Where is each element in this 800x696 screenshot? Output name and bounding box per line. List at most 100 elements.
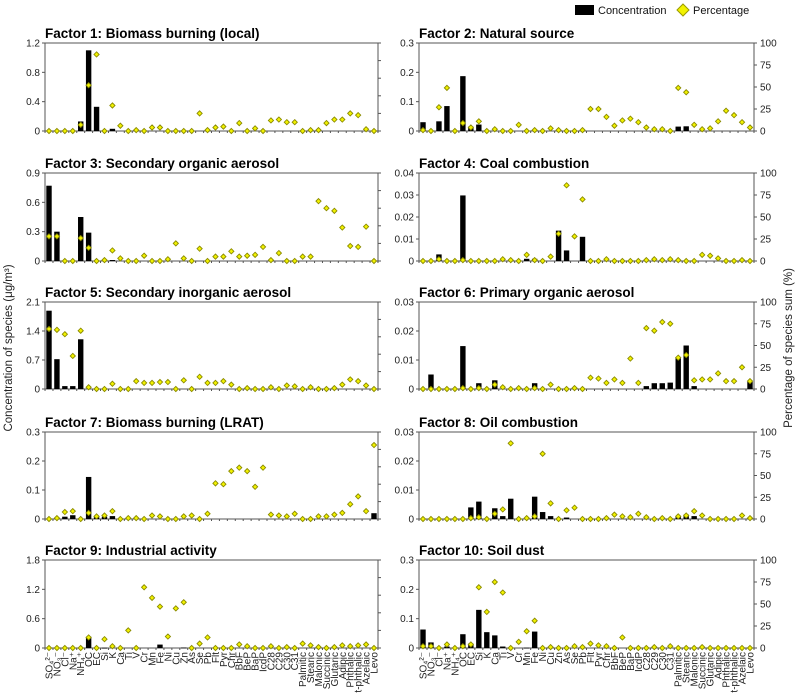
percentage-point xyxy=(619,634,626,641)
percentage-point xyxy=(291,118,298,126)
percentage-point xyxy=(531,513,538,520)
x-category-label: Palmitic xyxy=(298,652,309,687)
percentage-point xyxy=(196,640,203,647)
x-category-label: IcdP xyxy=(259,652,270,672)
percentage-point xyxy=(172,127,180,135)
percentage-point xyxy=(212,124,219,131)
percentage-point xyxy=(523,514,530,522)
percentage-point xyxy=(259,127,267,135)
percentage-point xyxy=(164,633,172,640)
percentage-point xyxy=(459,119,467,127)
concentration-bar xyxy=(46,310,52,389)
percentage-point xyxy=(315,643,322,651)
percentage-point xyxy=(228,248,235,255)
y-tick-label: 0.02 xyxy=(395,327,415,338)
concentration-bar xyxy=(476,501,482,519)
right-tick-label: 100 xyxy=(760,39,777,50)
y-tick-label: 0.03 xyxy=(395,298,415,309)
percentage-point xyxy=(595,642,602,649)
percentage-point xyxy=(283,513,291,520)
percentage-point xyxy=(339,642,346,649)
percentage-point xyxy=(722,644,730,652)
percentage-point xyxy=(467,514,475,522)
y-tick-label: 0.8 xyxy=(26,68,40,79)
x-category-label: K xyxy=(482,652,493,659)
percentage-point xyxy=(483,515,491,523)
panel-title: Factor 8: Oil combustion xyxy=(419,415,578,430)
percentage-point xyxy=(346,242,354,250)
percentage-point xyxy=(515,384,522,392)
percentage-point xyxy=(251,125,259,132)
x-category-label: Na⁺ xyxy=(68,652,79,670)
percentage-point xyxy=(45,644,53,652)
percentage-point xyxy=(69,127,77,135)
x-category-label: Mn xyxy=(148,652,159,666)
percentage-point xyxy=(132,257,140,265)
percentage-point xyxy=(93,257,100,265)
percentage-point xyxy=(667,515,674,523)
percentage-point xyxy=(659,318,666,326)
percentage-point xyxy=(722,107,730,114)
percentage-point xyxy=(220,253,227,260)
percentage-point xyxy=(172,385,180,393)
percentage-point xyxy=(531,617,538,624)
y-tick-label: 0.3 xyxy=(26,428,40,439)
y-tick-label: 0.4 xyxy=(26,97,40,108)
percentage-point xyxy=(85,244,92,252)
percentage-point xyxy=(706,376,714,383)
percentage-point xyxy=(354,243,362,251)
concentration-bar xyxy=(109,260,116,261)
concentration-bar xyxy=(181,647,187,649)
concentration-bar xyxy=(547,516,554,519)
concentration-bar xyxy=(563,517,570,519)
concentration-bar xyxy=(460,76,466,131)
percentage-point xyxy=(291,257,298,265)
percentage-point xyxy=(555,230,562,237)
percentage-point xyxy=(196,110,203,117)
percentage-point xyxy=(515,121,522,129)
x-category-label: Palmitic xyxy=(674,652,685,687)
x-category-label: Si xyxy=(474,652,485,661)
concentration-bar xyxy=(460,195,466,261)
x-category-label: t-phthalic xyxy=(730,652,741,693)
concentration-bar xyxy=(109,128,116,131)
percentage-point xyxy=(346,376,354,383)
concentration-bar xyxy=(691,516,697,519)
percentage-point xyxy=(323,385,330,393)
percentage-point xyxy=(339,116,346,123)
x-category-label: Glutaric xyxy=(330,652,341,686)
percentage-point xyxy=(267,384,275,391)
percentage-point xyxy=(643,256,650,264)
percentage-point xyxy=(587,640,594,647)
x-category-label: Cr xyxy=(140,651,151,662)
percentage-point xyxy=(299,253,306,260)
left-y-axis-label: Concentration of species (μg/m³) xyxy=(3,264,15,431)
percentage-point xyxy=(475,584,483,591)
percentage-point xyxy=(571,643,578,650)
panel-title: Factor 7: Biomass burning (LRAT) xyxy=(45,415,264,430)
percentage-point xyxy=(674,513,682,520)
panel-title: Factor 6: Primary organic aerosol xyxy=(419,285,634,300)
x-category-label: Cu xyxy=(171,652,182,665)
concentration-bar xyxy=(484,632,490,648)
x-category-label: Ti xyxy=(498,652,509,660)
y-tick-label: 0.6 xyxy=(26,198,40,209)
x-category-label: Glutaric xyxy=(706,652,717,686)
percentage-point xyxy=(531,384,538,392)
x-category-label: t-phthalic xyxy=(354,652,365,693)
percentage-point xyxy=(659,644,666,652)
percentage-point xyxy=(220,377,227,385)
percentage-point xyxy=(435,385,443,393)
percentage-point xyxy=(370,385,378,393)
percentage-point xyxy=(730,257,738,265)
percentage-point xyxy=(746,644,754,652)
x-category-label: EC xyxy=(92,652,103,666)
y-tick-label: 0.01 xyxy=(395,486,415,497)
percentage-point xyxy=(563,127,570,135)
percentage-point xyxy=(61,508,69,516)
x-category-label: Pb xyxy=(203,652,214,665)
right-tick-label: 50 xyxy=(760,341,772,352)
plot-frame xyxy=(418,42,755,132)
percentage-point xyxy=(635,644,642,652)
y-tick-label: 0 xyxy=(408,127,414,138)
